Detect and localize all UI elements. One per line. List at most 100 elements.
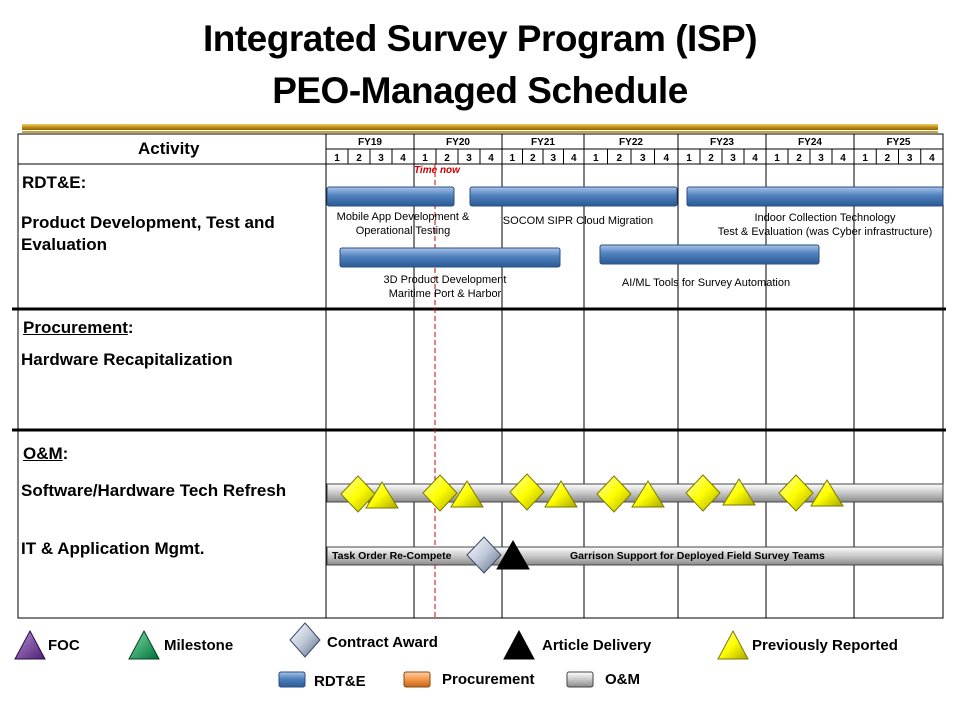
quarter-label: 4 xyxy=(663,153,669,164)
article-delivery-legend-icon xyxy=(503,629,535,660)
rdte-legend-swatch xyxy=(278,671,306,688)
quarter-label: 4 xyxy=(929,153,935,164)
previously-reported-legend-icon xyxy=(717,629,749,660)
section-heading-procurement: Procurement: xyxy=(23,317,134,339)
title-rule-underline xyxy=(22,131,938,133)
bar-label-line: SOCOM SIPR Cloud Migration xyxy=(502,215,654,227)
quarter-label: 1 xyxy=(593,153,599,164)
activity-hardware-recap: Hardware Recapitalization xyxy=(21,350,233,369)
previously-reported-contract-diamond xyxy=(422,474,458,512)
quarter-dividers xyxy=(347,149,922,164)
milestone-legend-icon xyxy=(128,629,160,660)
legend-contract-award: Contract Award xyxy=(327,634,438,651)
page-title-line-1: Integrated Survey Program (ISP) xyxy=(202,18,758,59)
previously-reported-contract-diamond xyxy=(509,473,545,511)
bar-label-task-order: Task Order Re-Compete xyxy=(332,550,452,562)
previously-reported-delivery-triangle xyxy=(631,480,665,508)
previously-reported-contract-diamond xyxy=(685,474,721,512)
previously-reported-contract-diamond xyxy=(778,474,814,512)
bar-label-mobile-app: Mobile App Development & Operational Tes… xyxy=(318,210,488,238)
activity-it-application: IT & Application Mgmt. xyxy=(21,539,205,558)
page-title-line-2: PEO-Managed Schedule xyxy=(272,70,688,111)
quarter-label: 1 xyxy=(686,153,692,164)
article-delivery-triangle xyxy=(496,539,530,570)
quarter-label: 2 xyxy=(530,153,536,164)
fy-label: FY21 xyxy=(531,137,555,148)
bar-label-garrison-support: Garrison Support for Deployed Field Surv… xyxy=(570,550,825,562)
quarter-label: 1 xyxy=(774,153,780,164)
quarter-label: 3 xyxy=(907,153,913,164)
quarter-label: 2 xyxy=(708,153,714,164)
quarter-label: 3 xyxy=(640,153,646,164)
previously-reported-delivery-triangle xyxy=(722,478,756,506)
rdte-bar-socom-sipr xyxy=(469,186,678,207)
activity-product-development: Product Development, Test and Evaluation xyxy=(21,213,275,254)
rdte-bar-mobile-app xyxy=(326,186,455,207)
quarter-labels: 1 2 3 4 1 2 3 4 1 2 3 4 1 2 3 4 1 2 3 4 1 2 3 4 1 2 3 4 xyxy=(334,153,935,164)
quarter-label: 3 xyxy=(550,153,556,164)
section-heading-rdte-suffix: : xyxy=(80,173,87,192)
foc-legend-icon xyxy=(14,629,46,660)
quarter-label: 4 xyxy=(400,153,406,164)
procurement-legend-swatch xyxy=(403,671,431,688)
bar-label-3d-product: 3D Product Development Maritime Port & H… xyxy=(355,273,535,301)
section-heading-om-text: O&M xyxy=(23,444,63,463)
fy-label: FY24 xyxy=(798,137,822,148)
quarter-label: 3 xyxy=(730,153,736,164)
previously-reported-delivery-triangle xyxy=(544,480,578,508)
bar-label-indoor-collection: Indoor Collection Technology Test & Eval… xyxy=(700,211,950,239)
bar-label-line: Operational Testing xyxy=(355,225,451,237)
fy-label: FY19 xyxy=(358,137,382,148)
quarter-label: 4 xyxy=(488,153,494,164)
contract-award-legend-icon xyxy=(289,622,321,658)
bar-label-line: Test & Evaluation (was Cyber infrastruct… xyxy=(717,226,933,238)
quarter-label: 1 xyxy=(862,153,868,164)
quarter-label: 4 xyxy=(752,153,758,164)
previously-reported-contract-diamond xyxy=(596,475,632,513)
quarter-label: 3 xyxy=(466,153,472,164)
time-now-label: Time now xyxy=(414,165,460,176)
quarter-label: 2 xyxy=(796,153,802,164)
quarter-label: 1 xyxy=(509,153,515,164)
quarter-label: 2 xyxy=(356,153,362,164)
contract-award-diamond xyxy=(466,536,502,574)
activity-header: Activity xyxy=(138,139,200,158)
bar-label-socom-sipr: SOCOM SIPR Cloud Migration xyxy=(478,214,678,228)
legend-article-delivery: Article Delivery xyxy=(542,637,652,654)
section-heading-om-suffix: : xyxy=(62,444,69,463)
fy-label: FY23 xyxy=(710,137,734,148)
quarter-label: 4 xyxy=(571,153,577,164)
section-heading-om: O&M: xyxy=(23,443,68,465)
section-heading-procurement-text: Procurement xyxy=(23,318,128,337)
rdte-bar-3d-product xyxy=(339,247,561,268)
previously-reported-delivery-triangle xyxy=(365,481,399,509)
om-legend-swatch xyxy=(566,671,594,688)
fy-labels: FY19 FY20 FY21 FY22 FY23 FY24 FY25 xyxy=(358,137,911,148)
legend-foc: FOC xyxy=(48,637,80,654)
quarter-label: 2 xyxy=(616,153,622,164)
legend-procurement: Procurement xyxy=(442,671,535,688)
om-bar-tech-refresh xyxy=(326,483,944,503)
rdte-bar-indoor-collection xyxy=(686,186,944,207)
quarter-label: 3 xyxy=(818,153,824,164)
bar-label-line: Indoor Collection Technology xyxy=(754,212,896,224)
activity-tech-refresh: Software/Hardware Tech Refresh xyxy=(21,481,287,500)
bar-label-line: 3D Product Development xyxy=(383,274,507,286)
bar-label-line: Maritime Port & Harbor xyxy=(388,288,502,300)
previously-reported-contract-diamond xyxy=(340,475,376,513)
fy-label: FY22 xyxy=(619,137,643,148)
legend-previously-reported: Previously Reported xyxy=(752,637,898,654)
section-heading-rdte: RDT&E: xyxy=(22,172,86,194)
schedule-table-border xyxy=(17,133,944,619)
fy-label: FY25 xyxy=(887,137,911,148)
legend-rdte: RDT&E xyxy=(314,673,366,690)
fy-label: FY20 xyxy=(446,137,470,148)
title-rule xyxy=(22,124,938,130)
section-heading-rdte-text: RDT&E xyxy=(22,173,81,192)
legend-om: O&M xyxy=(605,671,640,688)
quarter-label: 2 xyxy=(444,153,450,164)
bar-label-line: AI/ML Tools for Survey Automation xyxy=(621,277,791,289)
bar-label-aiml-tools: AI/ML Tools for Survey Automation xyxy=(596,276,816,290)
bar-label-line: Mobile App Development & xyxy=(336,211,470,223)
